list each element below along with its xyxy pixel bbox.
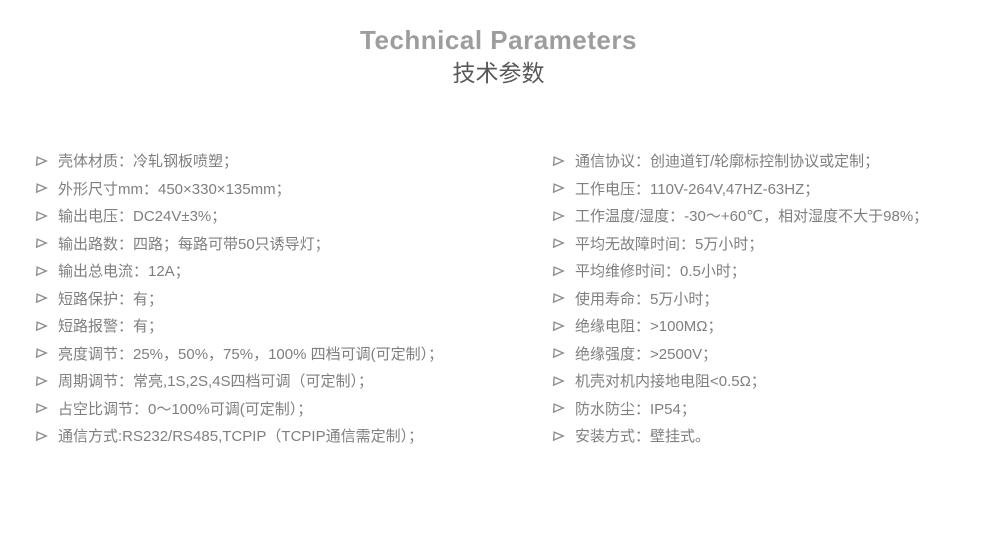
spec-item: 平均维修时间：0.5小时； [552,257,992,285]
spec-item-text: 绝缘强度：>2500V； [575,345,718,363]
spec-list-left: 壳体材质：冷轧钢板喷塑； 外形尺寸mm：450×330×135mm； 输出电压： [35,147,525,450]
page-header: Technical Parameters 技术参数 [0,26,997,88]
spec-item: 壳体材质：冷轧钢板喷塑； [35,147,525,175]
arrow-bullet-icon [552,237,565,249]
arrow-bullet-icon [35,155,48,167]
arrow-bullet-icon [35,347,48,359]
spec-item-text: 使用寿命：5万小时； [575,290,719,308]
arrow-bullet-icon [552,155,565,167]
spec-item-text: 通信协议：创迪道钉/轮廓标控制协议或定制； [575,153,880,171]
arrow-bullet-icon [35,402,48,414]
spec-item: 占空比调节：0～100%可调(可定制）； [35,395,525,423]
arrow-bullet-icon [552,265,565,277]
spec-item-text: 绝缘电阻：>100MΩ； [575,318,723,336]
spec-item-text: 输出路数：四路；每路可带50只诱导灯； [58,235,330,253]
spec-item: 短路报警：有； [35,312,525,340]
spec-item-text: 外形尺寸mm：450×330×135mm； [58,180,291,198]
spec-column-right: 通信协议：创迪道钉/轮廓标控制协议或定制； 工作电压：110V-264V,47H… [552,147,992,450]
arrow-bullet-icon [552,292,565,304]
spec-item: 短路保护：有； [35,285,525,313]
spec-item-text: 工作电压：110V-264V,47HZ-63HZ； [575,180,820,198]
spec-item-text: 短路报警：有； [58,318,164,336]
spec-item: 绝缘强度：>2500V； [552,340,992,368]
spec-item-text: 壳体材质：冷轧钢板喷塑； [58,153,239,171]
arrow-bullet-icon [552,182,565,194]
arrow-bullet-icon [35,430,48,442]
spec-item: 安装方式：壁挂式。 [552,422,992,450]
arrow-bullet-icon [552,402,565,414]
spec-item-text: 短路保护：有； [58,290,164,308]
spec-item: 通信方式:RS232/RS485,TCPIP（TCPIP通信需定制）； [35,422,525,450]
arrow-bullet-icon [35,237,48,249]
spec-item-text: 周期调节：常亮,1S,2S,4S四档可调（可定制）； [58,373,374,391]
spec-item: 防水防尘：IP54； [552,395,992,423]
spec-item: 平均无故障时间：5万小时； [552,230,992,258]
arrow-bullet-icon [552,210,565,222]
spec-item: 工作电压：110V-264V,47HZ-63HZ； [552,175,992,203]
arrow-bullet-icon [35,182,48,194]
spec-item-text: 输出总电流：12A； [58,263,190,281]
spec-item-text: 亮度调节：25%，50%，75%，100% 四档可调(可定制）； [58,345,444,363]
arrow-bullet-icon [35,210,48,222]
spec-item-text: 平均无故障时间：5万小时； [575,235,764,253]
arrow-bullet-icon [552,375,565,387]
spec-item: 输出电压：DC24V±3%； [35,202,525,230]
spec-item-text: 防水防尘：IP54； [575,400,696,418]
page-title-english: Technical Parameters [360,25,637,55]
spec-item-text: 占空比调节：0～100%可调(可定制）； [58,400,313,418]
arrow-bullet-icon [552,320,565,332]
spec-item: 外形尺寸mm：450×330×135mm； [35,175,525,203]
spec-item: 输出总电流：12A； [35,257,525,285]
spec-item: 通信协议：创迪道钉/轮廓标控制协议或定制； [552,147,992,175]
arrow-bullet-icon [35,320,48,332]
spec-item-text: 通信方式:RS232/RS485,TCPIP（TCPIP通信需定制）； [58,428,424,446]
page-title-chinese: 技术参数 [452,60,545,86]
arrow-bullet-icon [35,375,48,387]
arrow-bullet-icon [35,265,48,277]
spec-item: 亮度调节：25%，50%，75%，100% 四档可调(可定制）； [35,340,525,368]
spec-list-right: 通信协议：创迪道钉/轮廓标控制协议或定制； 工作电压：110V-264V,47H… [552,147,992,450]
spec-item-text: 工作温度/湿度：-30～+60℃，相对湿度不大于98%； [575,208,929,226]
arrow-bullet-icon [35,292,48,304]
spec-item: 机壳对机内接地电阻<0.5Ω； [552,367,992,395]
spec-item-text: 安装方式：壁挂式。 [575,428,711,446]
spec-item: 输出路数：四路；每路可带50只诱导灯； [35,230,525,258]
spec-item-text: 机壳对机内接地电阻<0.5Ω； [575,373,766,391]
arrow-bullet-icon [552,347,565,359]
spec-item-text: 平均维修时间：0.5小时； [575,263,746,281]
spec-item: 使用寿命：5万小时； [552,285,992,313]
spec-item-text: 输出电压：DC24V±3%； [58,208,227,226]
spec-item: 工作温度/湿度：-30～+60℃，相对湿度不大于98%； [552,202,992,230]
spec-column-left: 壳体材质：冷轧钢板喷塑； 外形尺寸mm：450×330×135mm； 输出电压： [35,147,525,450]
arrow-bullet-icon [552,430,565,442]
spec-item: 绝缘电阻：>100MΩ； [552,312,992,340]
spec-item: 周期调节：常亮,1S,2S,4S四档可调（可定制）； [35,367,525,395]
